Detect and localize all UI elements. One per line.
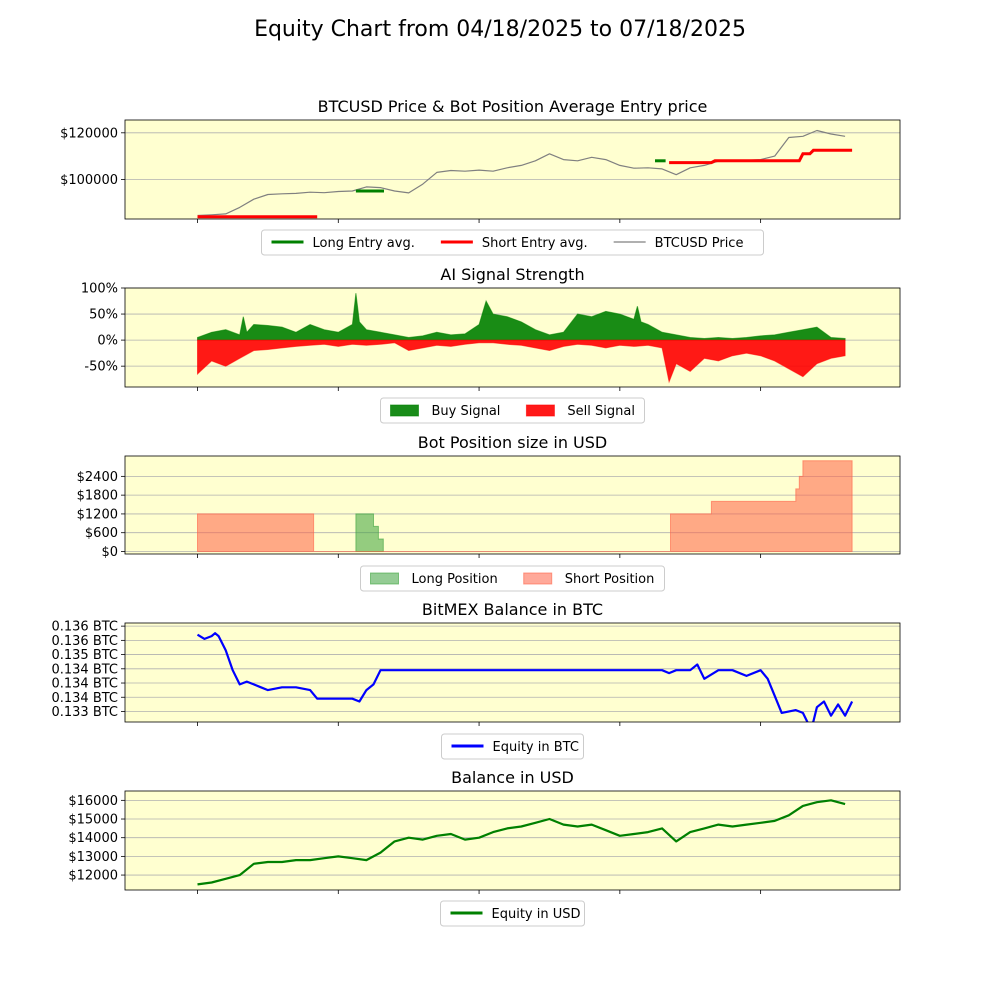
- y-tick-label: 0.134 BTC: [51, 691, 118, 706]
- panel-position: $0 $600 $1200 $1800 $2400 Bot Position size i…: [77, 433, 901, 592]
- legend-label-long-position: Long Position: [412, 572, 498, 587]
- y-tick-label: $13000: [68, 850, 118, 865]
- plot-area: [197, 460, 853, 552]
- legend-swatch-buy-signal: [390, 404, 419, 417]
- legend-label-equity-in-usd: Equity in USD: [492, 907, 581, 922]
- y-tick-label: $120000: [60, 126, 118, 141]
- y-tick-label: 0.136 BTC: [51, 620, 118, 635]
- panel-title: BitMEX Balance in BTC: [422, 600, 603, 619]
- panel-title: Balance in USD: [451, 768, 574, 787]
- axes-frame: [124, 790, 901, 891]
- y-tick-label: 0.133 BTC: [51, 705, 118, 720]
- legend-label-sell-signal: Sell Signal: [567, 404, 635, 419]
- legend-label-buy-signal: Buy Signal: [432, 404, 501, 419]
- y-tick-label: 50%: [89, 308, 118, 323]
- figure-title: Equity Chart from 04/18/2025 to 07/18/20…: [254, 17, 746, 42]
- legend-box: [440, 900, 585, 927]
- plot-area: [197, 293, 846, 384]
- y-tick-label: $16000: [68, 794, 118, 809]
- panels: $100000 $120000 BTCUSD Price & Bot Positio…: [51, 97, 901, 927]
- legend: Buy Signal Sell Signal: [380, 397, 645, 424]
- y-tick-label: $15000: [68, 813, 118, 828]
- y-tick-label: $14000: [68, 831, 118, 846]
- plot-background: [125, 791, 900, 890]
- legend-swatch-long-position: [370, 572, 399, 585]
- axes-frame: [124, 287, 901, 388]
- y-tick-label: -50%: [84, 360, 118, 375]
- y-tick-label: $1800: [77, 489, 118, 504]
- legend-box: [441, 733, 584, 760]
- panel-price: $100000 $120000 BTCUSD Price & Bot Positio…: [60, 97, 901, 256]
- legend-swatch-short-position: [523, 572, 553, 585]
- series-buy-signal: [197, 293, 846, 341]
- y-tick-label: 100%: [81, 282, 118, 297]
- y-tick-label: $100000: [60, 173, 118, 188]
- series-equity-in-usd: [197, 799, 846, 886]
- y-tick-label: 0.134 BTC: [51, 662, 118, 677]
- y-tick-label: 0.134 BTC: [51, 677, 118, 692]
- legend: Long Entry avg. Short Entry avg. BTCUSD Pr…: [261, 229, 764, 256]
- series-short-position: [197, 460, 853, 552]
- legend: Equity in BTC: [441, 733, 584, 760]
- legend-label-long-entry-avg-: Long Entry avg.: [313, 236, 415, 251]
- legend-box: [360, 565, 665, 592]
- legend-label-short-position: Short Position: [565, 572, 655, 587]
- plot-background: [125, 120, 900, 219]
- axes-frame: [124, 119, 901, 220]
- legend-label-short-entry-avg-: Short Entry avg.: [482, 236, 588, 251]
- y-tick-label: $600: [85, 526, 118, 541]
- plot-background: [125, 623, 900, 722]
- y-tick-label: 0.135 BTC: [51, 648, 118, 663]
- panel-usd_balance: $12000 $13000 $14000 $15000 $16000 Balance in…: [68, 768, 901, 927]
- legend: Long Position Short Position: [360, 565, 665, 592]
- legend: Equity in USD: [440, 900, 585, 927]
- panel-title: Bot Position size in USD: [418, 433, 607, 452]
- legend-box: [261, 229, 764, 256]
- panel-title: AI Signal Strength: [440, 265, 584, 284]
- plot-area: [197, 799, 846, 886]
- y-tick-label: 0.136 BTC: [51, 634, 118, 649]
- legend-label-btcusd-price: BTCUSD Price: [655, 236, 744, 251]
- panel-title: BTCUSD Price & Bot Position Average Entr…: [318, 97, 708, 116]
- series-long-position: [355, 513, 384, 552]
- y-tick-label: $2400: [77, 470, 118, 485]
- legend-box: [380, 397, 645, 424]
- axes-frame: [124, 455, 901, 555]
- plot-area: [196, 632, 854, 722]
- panel-signal: -50% 0% 50% 100% AI Signal Strength Buy Signa…: [81, 265, 901, 424]
- legend-label-equity-in-btc: Equity in BTC: [493, 740, 579, 755]
- plot-area: [197, 129, 853, 219]
- y-tick-label: $1200: [77, 507, 118, 522]
- axes-frame: [124, 622, 901, 723]
- legend-swatch-sell-signal: [525, 404, 555, 417]
- y-tick-label: 0%: [97, 334, 118, 349]
- y-tick-label: $0: [101, 545, 118, 560]
- y-tick-label: $12000: [68, 869, 118, 884]
- series-equity-in-btc: [196, 632, 854, 722]
- series-short-entry-avg-: [669, 148, 853, 165]
- series-sell-signal: [197, 339, 846, 384]
